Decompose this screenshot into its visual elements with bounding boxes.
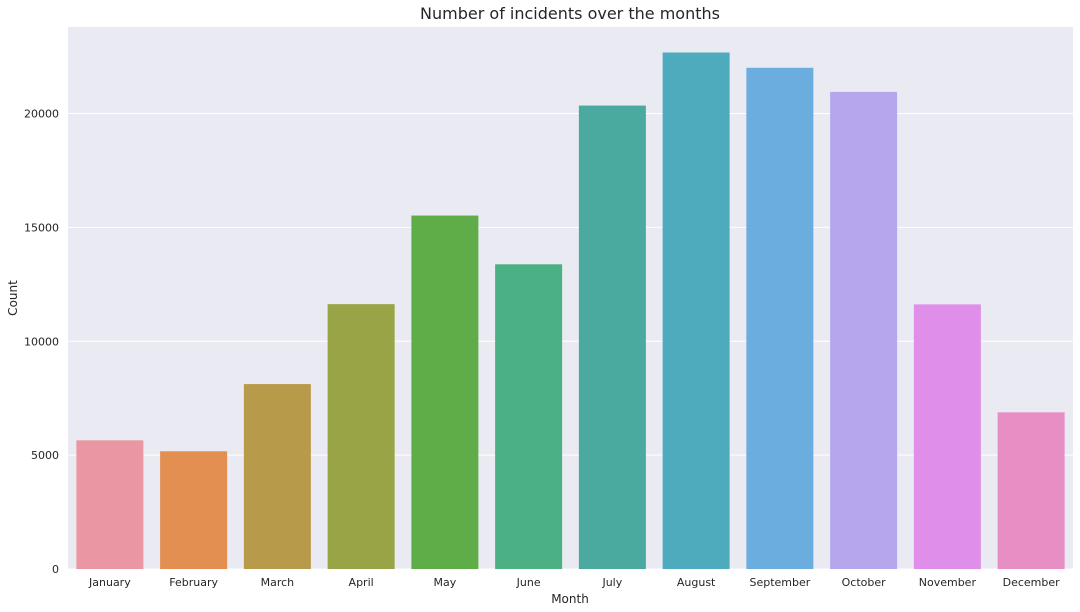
x-tick-label-october: October bbox=[842, 576, 886, 589]
x-tick-label-january: January bbox=[88, 576, 131, 589]
x-axis-label: Month bbox=[551, 592, 589, 606]
x-tick-label-august: August bbox=[677, 576, 716, 589]
bar-august bbox=[662, 52, 730, 570]
bars bbox=[76, 52, 1065, 570]
x-tick-label-june: June bbox=[516, 576, 541, 589]
y-axis-ticks: 0 5000 10000 15000 20000 bbox=[24, 108, 59, 576]
y-tick-label: 10000 bbox=[24, 335, 59, 348]
chart-title: Number of incidents over the months bbox=[420, 4, 720, 23]
bar-april bbox=[327, 304, 395, 569]
y-tick-label: 0 bbox=[52, 563, 59, 576]
bar-september bbox=[746, 67, 814, 570]
bar-january bbox=[76, 440, 144, 569]
y-tick-label: 15000 bbox=[24, 221, 59, 234]
bar-december bbox=[997, 412, 1065, 569]
bar-october bbox=[830, 91, 898, 570]
grid-lines bbox=[68, 113, 1073, 570]
x-tick-label-february: February bbox=[169, 576, 218, 589]
plot-area bbox=[68, 27, 1073, 569]
bar-november bbox=[913, 304, 981, 569]
bar-july bbox=[578, 105, 646, 569]
x-tick-label-september: September bbox=[749, 576, 810, 589]
y-axis-label: Count bbox=[6, 280, 20, 316]
bar-march bbox=[243, 384, 311, 569]
bar-may bbox=[411, 215, 479, 569]
y-tick-label: 20000 bbox=[24, 108, 59, 121]
y-tick-label: 5000 bbox=[31, 449, 59, 462]
bar-june bbox=[495, 264, 563, 569]
bar-february bbox=[160, 451, 228, 569]
x-axis-ticks: January February March April May June July Augu… bbox=[88, 576, 1060, 589]
x-tick-label-march: March bbox=[261, 576, 295, 589]
x-tick-label-november: November bbox=[919, 576, 977, 589]
x-tick-label-april: April bbox=[349, 576, 374, 589]
x-tick-label-december: December bbox=[1003, 576, 1061, 589]
x-tick-label-may: May bbox=[434, 576, 457, 589]
x-tick-label-july: July bbox=[601, 576, 622, 589]
